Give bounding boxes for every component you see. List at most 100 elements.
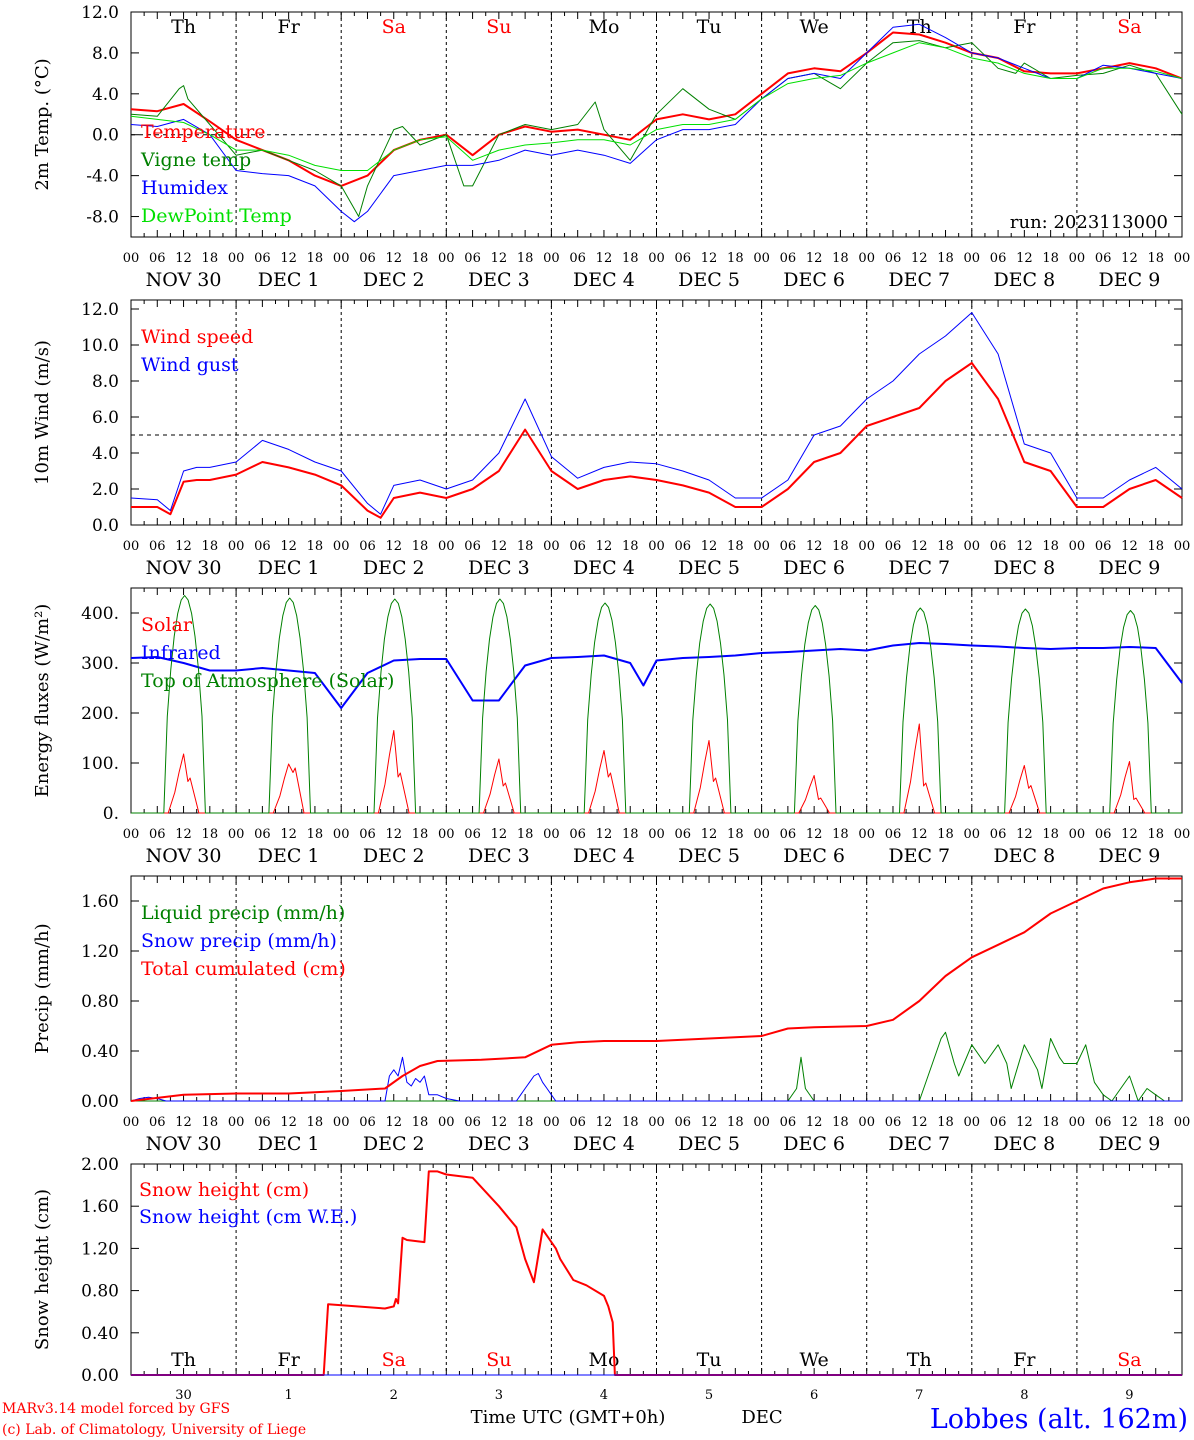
- x-hour-label: 18: [937, 1115, 954, 1130]
- x-hour-label: 06: [149, 539, 166, 554]
- x-hour-label: 06: [885, 827, 902, 842]
- x-hour-label: 00: [648, 827, 665, 842]
- x-hour-label: 00: [543, 539, 560, 554]
- y-tick-label: 8.0: [92, 44, 119, 64]
- day-name: Fr: [278, 1349, 301, 1371]
- x-hour-label: 18: [307, 251, 324, 266]
- x-date-label: DEC 6: [783, 845, 845, 867]
- x-hour-label: 18: [412, 251, 429, 266]
- x-hour-label: 06: [464, 251, 481, 266]
- x-hour-label: 12: [596, 539, 613, 554]
- legend-entry: Vigne temp: [140, 149, 251, 171]
- x-hour-label: 06: [254, 827, 271, 842]
- x-hour-label: 00: [228, 827, 245, 842]
- y-tick-label: 4.0: [92, 444, 119, 464]
- y-tick-label: 4.0: [92, 85, 119, 105]
- x-hour-label: 06: [254, 1115, 271, 1130]
- x-hour-label: 00: [753, 539, 770, 554]
- x-hour-label: 00: [1174, 827, 1191, 842]
- x-hour-label: 12: [175, 1115, 192, 1130]
- x-hour-label: 12: [280, 539, 297, 554]
- x-hour-label: 00: [1174, 539, 1191, 554]
- time-axis-title: Time UTC (GMT+0h): [471, 1407, 666, 1428]
- x-hour-label: 06: [569, 827, 586, 842]
- y-tick-label: 0.40: [81, 1042, 119, 1062]
- x-hour-label: 18: [307, 1115, 324, 1130]
- x-hour-label: 18: [202, 1115, 219, 1130]
- x-hour-label: 12: [911, 827, 928, 842]
- x-date-label: DEC 5: [678, 1133, 740, 1155]
- x-date-label: DEC 2: [363, 1133, 425, 1155]
- x-hour-label: 18: [832, 1115, 849, 1130]
- x-hour-label: 00: [964, 827, 981, 842]
- y-axis-label: 10m Wind (m/s): [32, 340, 53, 485]
- x-hour-label: 06: [675, 1115, 692, 1130]
- series-line-1: [131, 1170, 1182, 1376]
- x-hour-label: 12: [806, 251, 823, 266]
- x-hour-label: 00: [123, 827, 140, 842]
- y-tick-label: 300.: [81, 654, 119, 674]
- series-line-2: [130, 642, 1183, 709]
- y-tick-label: 200.: [81, 704, 119, 724]
- day-name: Th: [907, 16, 932, 38]
- x-hour-label: 06: [885, 539, 902, 554]
- x-date-label: DEC 7: [888, 845, 950, 867]
- x-hour-label: 12: [1016, 827, 1033, 842]
- series-line-4: [130, 42, 1183, 171]
- x-hour-label: 06: [990, 1115, 1007, 1130]
- x-date-label: DEC 9: [1099, 269, 1161, 291]
- x-hour-label: 18: [307, 539, 324, 554]
- x-hour-label: 00: [1069, 539, 1086, 554]
- x-hour-label: 12: [385, 1115, 402, 1130]
- x-hour-label: 00: [858, 1115, 875, 1130]
- x-hour-label: 12: [596, 827, 613, 842]
- series-line-1: [131, 1031, 1182, 1102]
- x-hour-label: 18: [202, 251, 219, 266]
- x-hour-label: 00: [648, 539, 665, 554]
- x-hour-label: 12: [911, 251, 928, 266]
- day-name: Fr: [278, 16, 301, 38]
- x-hour-label: 12: [596, 1115, 613, 1130]
- x-day-number: 5: [705, 1388, 713, 1403]
- plot-frame: [130, 11, 1183, 238]
- x-hour-label: 12: [280, 827, 297, 842]
- x-hour-label: 12: [806, 827, 823, 842]
- x-hour-label: 06: [359, 539, 376, 554]
- y-tick-label: 10.0: [81, 336, 119, 356]
- x-hour-label: 12: [1121, 539, 1138, 554]
- legend-entry: Total cumulated (cm): [141, 958, 346, 980]
- credit-lab: (c) Lab. of Climatology, University of L…: [2, 1422, 306, 1438]
- legend-entry: Snow height (cm): [139, 1179, 309, 1201]
- x-hour-label: 18: [412, 1115, 429, 1130]
- x-hour-label: 00: [123, 251, 140, 266]
- y-tick-label: 0.80: [81, 992, 119, 1012]
- x-hour-label: 06: [675, 539, 692, 554]
- x-date-label: NOV 30: [146, 269, 222, 291]
- chart-panel-3: 400. 300. 200. 100. 0. Energy fluxes (W/m²) 00…: [32, 587, 1191, 867]
- series-line-1: [131, 362, 1183, 519]
- x-hour-label: 12: [911, 1115, 928, 1130]
- x-hour-label: 18: [517, 539, 534, 554]
- day-name: We: [800, 16, 829, 38]
- month-label: DEC: [741, 1407, 782, 1428]
- x-date-label: NOV 30: [146, 557, 222, 579]
- x-hour-label: 06: [149, 827, 166, 842]
- x-date-label: DEC 8: [993, 269, 1055, 291]
- legend-entry: Liquid precip (mm/h): [141, 902, 345, 924]
- x-hour-label: 00: [228, 539, 245, 554]
- y-tick-label: 100.: [81, 754, 119, 774]
- y-tick-label: 1.60: [81, 892, 119, 912]
- day-name: Sa: [1117, 16, 1141, 38]
- x-hour-label: 18: [1042, 251, 1059, 266]
- x-hour-label: 18: [622, 1115, 639, 1130]
- x-hour-label: 12: [385, 251, 402, 266]
- x-hour-label: 06: [990, 539, 1007, 554]
- x-hour-label: 00: [123, 539, 140, 554]
- x-hour-label: 00: [1069, 251, 1086, 266]
- x-hour-label: 18: [937, 539, 954, 554]
- x-hour-label: 00: [753, 1115, 770, 1130]
- y-axis-label: Energy fluxes (W/m²): [32, 604, 53, 798]
- x-day-number: 7: [915, 1388, 923, 1403]
- x-hour-label: 18: [622, 251, 639, 266]
